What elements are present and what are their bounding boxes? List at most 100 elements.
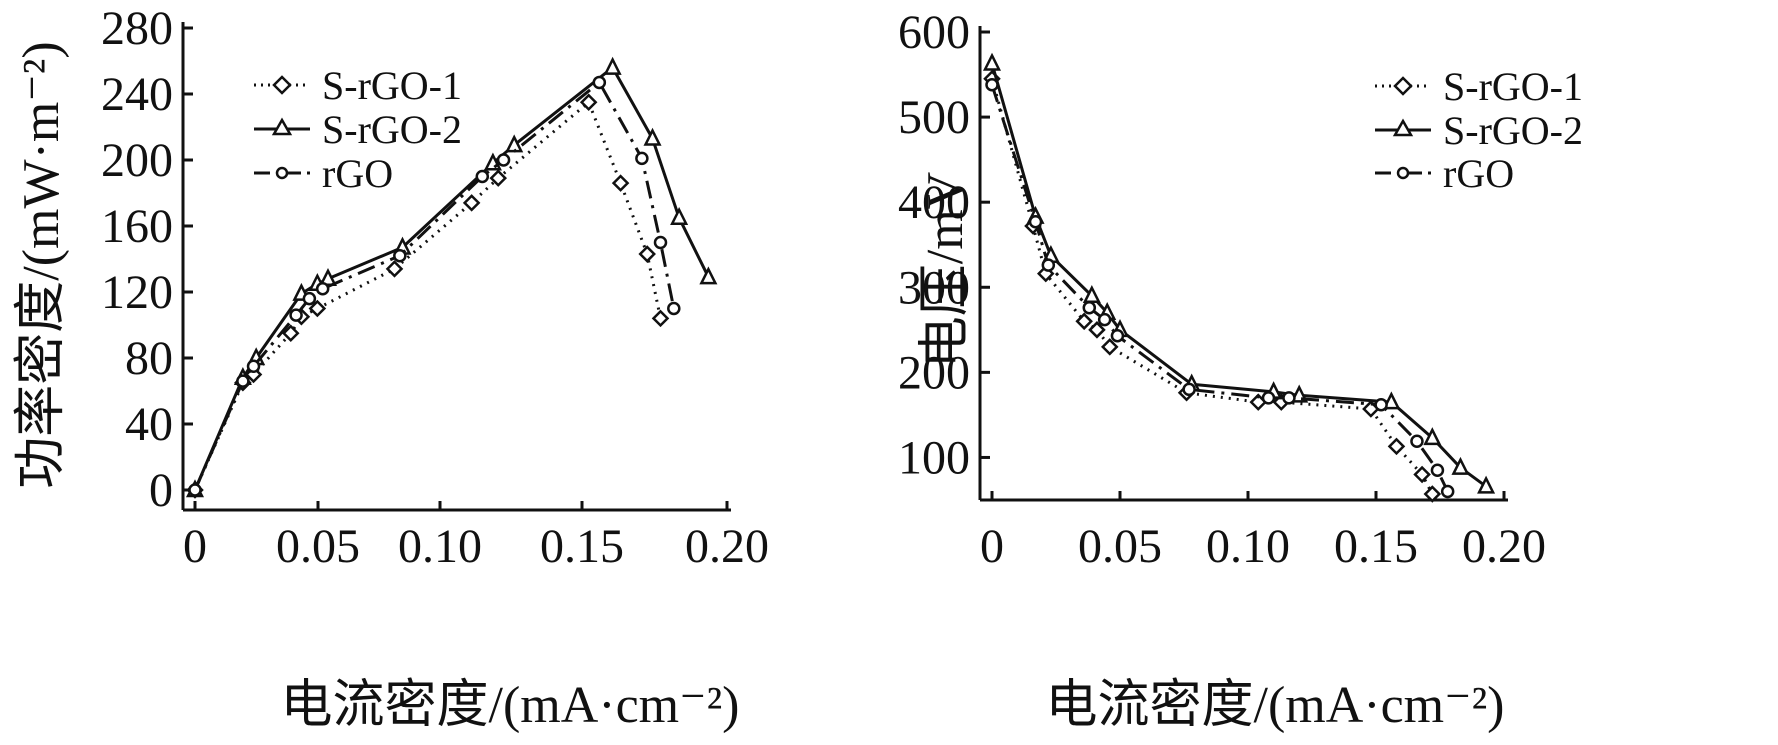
- series-s-rgo-2: [982, 52, 1496, 494]
- triangle-data-point: [643, 127, 662, 146]
- diamond-data-point: [638, 245, 656, 263]
- diamond-data-point: [462, 194, 481, 212]
- series-s-rgo-1: [983, 70, 1442, 503]
- y-tick-label: 80: [125, 332, 173, 385]
- x-tick-label: 0.05: [1078, 520, 1162, 573]
- y-tick-label: 200: [101, 134, 173, 187]
- y-tick-label: 400: [898, 176, 970, 229]
- series-rgo: [188, 75, 681, 497]
- diamond-data-point: [611, 174, 630, 192]
- series-line: [990, 63, 1487, 488]
- circle-data-point: [635, 151, 649, 166]
- y-axis: [181, 22, 193, 510]
- triangle-marker-icon: [1392, 118, 1414, 137]
- series-layer: [982, 52, 1496, 503]
- circle-data-point: [1261, 391, 1276, 405]
- y-tick-label: 200: [898, 346, 970, 399]
- legend-label: rGO: [1443, 151, 1514, 196]
- series-rgo: [985, 78, 1455, 499]
- legend-label: rGO: [322, 151, 393, 196]
- legend-entry-s-rgo-2: S-rGO-2: [254, 107, 462, 152]
- legend-label: S-rGO-1: [1443, 64, 1583, 109]
- y-tick-label: 500: [898, 91, 970, 144]
- legend-label: S-rGO-2: [1443, 108, 1583, 153]
- diamond-data-point: [1423, 485, 1442, 503]
- diamond-marker-icon: [1393, 76, 1413, 96]
- diamond-data-point: [1075, 312, 1093, 331]
- diamond-data-point: [308, 299, 327, 318]
- legend-entry-s-rgo-1: S-rGO-1: [1375, 64, 1583, 109]
- series-line: [990, 78, 1434, 495]
- circle-data-point: [1182, 382, 1196, 397]
- y-tick-label: 120: [101, 266, 173, 319]
- circle-data-point: [667, 301, 681, 316]
- circle-data-point: [1282, 391, 1296, 405]
- y-tick-label: 600: [898, 6, 970, 59]
- x-tick-label: 0.10: [398, 520, 482, 573]
- y-tick-label: 240: [101, 68, 173, 121]
- circle-data-point: [1110, 329, 1125, 343]
- y-tick-label: 160: [101, 200, 173, 253]
- circle-marker-icon: [275, 166, 289, 180]
- diamond-data-point: [1088, 321, 1106, 339]
- triangle-data-point: [1451, 456, 1470, 475]
- circle-data-point: [592, 75, 607, 90]
- circle-data-point: [496, 153, 511, 167]
- diamond-data-point: [489, 169, 508, 187]
- triangle-marker-icon: [271, 117, 293, 136]
- x-tick-label: 0.15: [540, 520, 624, 573]
- y-tick-label: 100: [898, 431, 970, 484]
- legend-entry-rgo: rGO: [1375, 151, 1514, 196]
- diamond-marker-icon: [272, 75, 292, 95]
- circle-data-point: [475, 169, 490, 184]
- diamond-data-point: [1413, 465, 1431, 484]
- diamond-data-point: [579, 93, 598, 112]
- circle-data-point: [1097, 312, 1112, 327]
- circle-data-point: [985, 78, 999, 92]
- triangle-data-point: [505, 134, 524, 153]
- diamond-data-point: [1100, 338, 1119, 356]
- series-layer: [185, 56, 718, 499]
- circle-data-point: [1374, 397, 1388, 412]
- legend-label: S-rGO-1: [322, 63, 462, 108]
- legend-entry-s-rgo-2: S-rGO-2: [1375, 108, 1583, 153]
- y-axis: [978, 26, 990, 500]
- circle-data-point: [236, 374, 250, 388]
- y-tick-label: 280: [101, 2, 173, 55]
- diamond-data-point: [281, 324, 300, 343]
- triangle-data-point: [603, 56, 622, 75]
- x-axis: [183, 501, 731, 512]
- x-axis: [980, 491, 1508, 502]
- circle-data-point: [315, 281, 330, 296]
- circle-data-point: [393, 248, 407, 263]
- x-tick-label: 0.05: [276, 520, 360, 573]
- circle-data-point: [246, 359, 261, 373]
- series-line: [193, 100, 662, 491]
- triangle-data-point: [982, 52, 1002, 71]
- circle-data-point: [302, 291, 317, 306]
- series-s-rgo-1: [186, 93, 670, 499]
- power-density-chart: 0 0.05 0.10 0.15 0.20 0 40 80 120 160 200 240 280 功率…: [13, 2, 769, 734]
- x-tick-label: 0.20: [1462, 520, 1546, 573]
- legend-entry-rgo: rGO: [254, 151, 393, 196]
- circle-marker-icon: [1396, 166, 1410, 180]
- circle-data-point: [1028, 215, 1043, 229]
- legend: S-rGO-1 S-rGO-2 rGO: [254, 63, 462, 196]
- circle-data-point: [1440, 484, 1455, 499]
- x-tick-label: 0.10: [1206, 520, 1290, 573]
- tick-labels: 0 0.05 0.10 0.15 0.20 100 200 300 400 500 600: [898, 6, 1546, 573]
- x-tick-label: 0.15: [1334, 520, 1418, 573]
- circle-data-point: [1082, 300, 1097, 315]
- triangle-data-point: [699, 266, 718, 285]
- diamond-data-point: [651, 309, 670, 328]
- x-tick-label: 0.20: [685, 520, 769, 573]
- y-axis-title: 功率密度/(mW·m⁻²): [13, 41, 70, 488]
- legend-label: S-rGO-2: [322, 107, 462, 152]
- circle-data-point: [188, 483, 202, 497]
- circle-data-point: [1410, 434, 1424, 449]
- series-line: [990, 84, 1450, 493]
- diamond-data-point: [385, 260, 404, 278]
- circle-data-point: [289, 308, 303, 322]
- y-axis-title: 电压/mV: [917, 172, 974, 368]
- y-tick-label: 0: [149, 464, 173, 517]
